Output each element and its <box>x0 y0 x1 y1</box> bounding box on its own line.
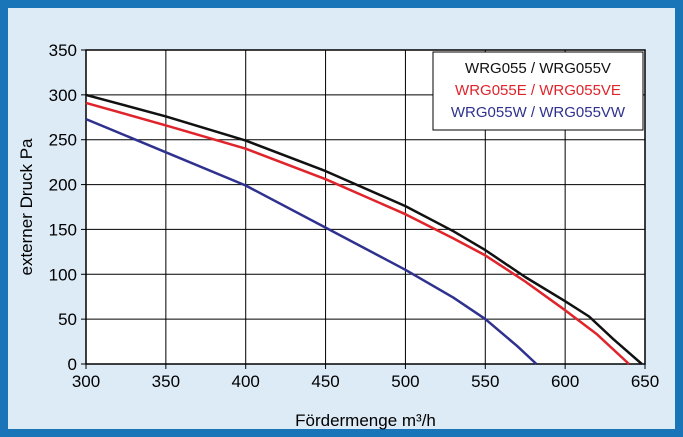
y-tick-label: 150 <box>49 220 77 239</box>
x-tick-label: 350 <box>152 372 180 391</box>
series-line <box>85 101 630 365</box>
x-tick-label: 550 <box>471 372 499 391</box>
x-tick-label: 650 <box>631 372 659 391</box>
y-tick-label: 350 <box>49 41 77 60</box>
series-line <box>85 117 538 365</box>
x-tick-label: 450 <box>311 372 339 391</box>
series-layer <box>85 93 643 365</box>
legend: WRG055 / WRG055V WRG055E / WRG055VE WRG0… <box>432 51 644 131</box>
y-tick-label: 0 <box>68 355 77 374</box>
plot-border <box>85 49 646 365</box>
y-tick-label: 300 <box>49 86 77 105</box>
axis-layer: 300 350 400 450 500 550 600 650 0 50 100 150 200 250 3… <box>49 41 660 391</box>
legend-entry: WRG055W / WRG055VW <box>451 104 626 121</box>
y-tick-label: 200 <box>49 176 77 195</box>
legend-box <box>432 51 644 131</box>
y-tick-label: 50 <box>58 310 77 329</box>
legend-entry: WRG055 / WRG055V <box>465 60 611 77</box>
series-line <box>85 93 643 365</box>
x-tick-label: 500 <box>391 372 419 391</box>
x-tick-label: 300 <box>72 372 100 391</box>
y-tick-label: 250 <box>49 131 77 150</box>
x-tick-label: 600 <box>551 372 579 391</box>
y-tick-label: 100 <box>49 265 77 284</box>
y-axis-label: externer Druck Pa <box>17 138 36 276</box>
x-tick-label: 400 <box>232 372 260 391</box>
x-axis-label: Fördermenge m³/h <box>295 411 436 430</box>
legend-entry: WRG055E / WRG055VE <box>455 82 621 99</box>
